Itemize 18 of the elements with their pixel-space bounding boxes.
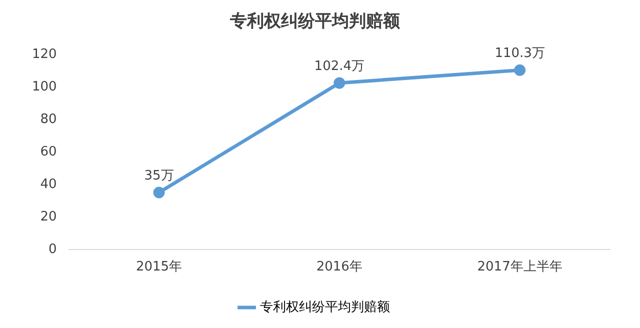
point (514, 64, 526, 76)
data-label: 110.3万 (494, 46, 545, 62)
x-tick-label: 2016年 (316, 260, 362, 275)
y-tick-label: 0 (48, 242, 57, 257)
y-tick-label: 100 (32, 79, 57, 94)
y-tick-label: 80 (40, 112, 57, 127)
legend-label: 专利权纠纷平均判赔额 (260, 300, 390, 315)
y-tick-label: 40 (40, 176, 57, 192)
y-tick-label: 120 (32, 46, 57, 62)
data-label: 35万 (144, 168, 174, 184)
data-label: 102.4万 (314, 58, 365, 74)
point (153, 186, 165, 198)
x-tick-label: 2015年 (136, 260, 182, 275)
y-tick-label: 60 (40, 144, 57, 160)
point (334, 77, 346, 89)
x-tick-label: 2017年上半年 (477, 260, 562, 275)
y-tick-label: 20 (40, 209, 57, 224)
chart-title: 专利权纠纷平均判赔额 (229, 12, 401, 32)
